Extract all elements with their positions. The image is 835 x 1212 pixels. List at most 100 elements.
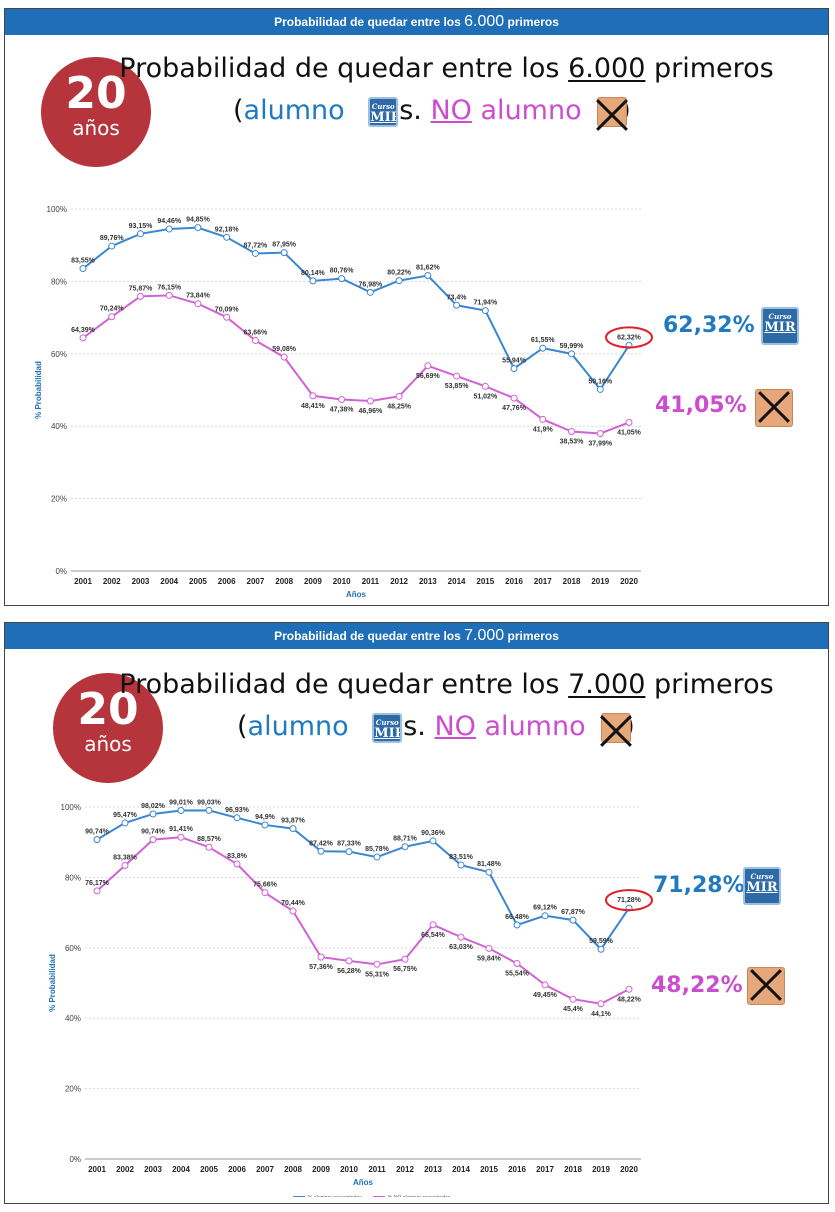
data-point [289, 825, 297, 833]
crossed-out-logo-icon [755, 389, 793, 427]
data-point [194, 224, 202, 232]
x-tick-label: 2003 [132, 577, 150, 586]
data-point [596, 429, 604, 437]
data-point [513, 921, 521, 929]
badge-unit: años [72, 116, 120, 140]
title-suffix: primeros [653, 669, 774, 700]
data-point [625, 418, 633, 426]
data-point [280, 249, 288, 257]
x-tick-label: 2019 [592, 1165, 610, 1174]
data-point [597, 945, 605, 953]
data-label: 87,42% [309, 840, 334, 847]
badge-number: 20 [77, 684, 139, 735]
data-point [513, 959, 521, 967]
data-point [429, 921, 437, 929]
data-label: 70,24% [100, 306, 125, 313]
data-label: 50,16% [588, 378, 613, 385]
y-tick-label: 80% [51, 277, 67, 286]
legend-label: % alumnos presentados [308, 1195, 362, 1197]
y-tick-label: 20% [65, 1085, 81, 1094]
data-label: 81,62% [416, 265, 441, 272]
header-suffix: primeros [507, 15, 559, 29]
data-label: 80,76% [330, 268, 355, 275]
crossed-out-logo-icon [586, 712, 631, 743]
header-number: 7.000 [464, 627, 505, 644]
x-tick-label: 2013 [419, 577, 437, 586]
data-label: 48,22% [617, 996, 642, 1003]
x-tick-label: 2015 [476, 577, 494, 586]
x-tick-label: 2020 [620, 577, 638, 586]
x-tick-label: 2018 [563, 577, 581, 586]
x-tick-label: 2013 [424, 1165, 442, 1174]
data-label: 94,46% [157, 218, 182, 225]
series-line-0 [96, 809, 630, 951]
title-number: 7.000 [568, 669, 646, 700]
data-point [93, 887, 101, 895]
data-label: 66,48% [505, 914, 530, 921]
data-label: 59,84% [477, 955, 502, 962]
data-point [149, 836, 157, 844]
data-label: 59,08% [272, 346, 297, 353]
data-label: 88,57% [197, 836, 222, 843]
series-line-1 [82, 294, 630, 435]
data-label: 57,36% [309, 964, 334, 971]
data-point [539, 415, 547, 423]
x-tick-label: 2006 [218, 577, 236, 586]
data-point [453, 372, 461, 380]
data-label: 94,9% [255, 814, 276, 821]
data-label: 71,94% [473, 300, 498, 307]
title-prefix: Probabilidad de quedar entre los [119, 669, 560, 700]
data-label: 75,66% [253, 882, 278, 889]
data-point [345, 848, 353, 856]
data-label: 89,76% [100, 235, 125, 242]
data-label: 47,38% [330, 406, 355, 413]
data-label: 53,85% [445, 383, 470, 390]
data-point [429, 837, 437, 845]
data-point [309, 392, 317, 400]
data-point [93, 836, 101, 844]
y-tick-label: 100% [61, 803, 81, 812]
data-point [345, 957, 353, 965]
data-label: 45,4% [563, 1006, 584, 1013]
subtitle-alumno: alumno [247, 711, 349, 742]
data-label: 83,51% [449, 854, 474, 861]
y-tick-label: 60% [51, 350, 67, 359]
y-tick-label: 40% [51, 422, 67, 431]
data-point [223, 233, 231, 241]
x-tick-label: 2011 [362, 577, 380, 586]
x-tick-label: 2006 [228, 1165, 246, 1174]
data-label: 66,54% [421, 932, 446, 939]
data-point [485, 944, 493, 952]
panel-header: Probabilidad de quedar entre los 7.000 p… [5, 623, 828, 649]
x-tick-label: 2012 [390, 577, 408, 586]
data-label: 55,54% [505, 970, 530, 977]
data-label: 91,41% [169, 826, 194, 833]
data-label: 90,36% [421, 830, 446, 837]
data-point [251, 249, 259, 257]
data-label: 99,03% [197, 799, 222, 806]
final-value-alumno: 71,28% [653, 873, 745, 898]
data-point [177, 833, 185, 841]
data-label: 83,55% [71, 258, 96, 265]
data-point [205, 843, 213, 851]
subtitle-alumno: alumno [243, 95, 345, 126]
data-point [597, 1000, 605, 1008]
x-tick-label: 2015 [480, 1165, 498, 1174]
data-label: 51,02% [473, 393, 498, 400]
x-tick-label: 2009 [312, 1165, 330, 1174]
final-value-no-alumno: 41,05% [655, 393, 747, 418]
title-suffix: primeros [653, 53, 774, 84]
data-point [289, 907, 297, 915]
data-label: 63,03% [449, 944, 474, 951]
subtitle-no: NO [434, 711, 476, 742]
x-tick-label: 2005 [200, 1165, 218, 1174]
data-point [541, 912, 549, 920]
data-label: 47,76% [502, 405, 527, 412]
data-label: 37,99% [588, 440, 613, 447]
y-tick-label: 0% [69, 1155, 81, 1164]
data-label: 44,1% [591, 1011, 612, 1018]
data-point [510, 364, 518, 372]
